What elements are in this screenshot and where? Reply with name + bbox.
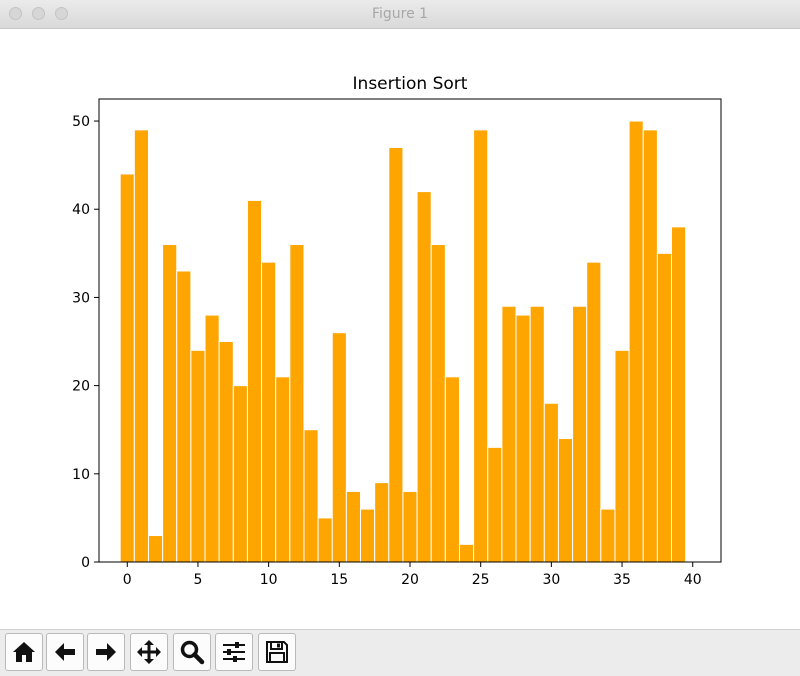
navigation-toolbar xyxy=(0,629,800,676)
forward-arrow-icon xyxy=(96,643,116,661)
bar xyxy=(204,314,220,563)
bar xyxy=(402,490,418,563)
pan-move-icon xyxy=(137,640,161,664)
y-tick-label: 50 xyxy=(72,114,90,130)
bar xyxy=(176,270,192,563)
back-button[interactable] xyxy=(46,633,84,671)
bar-series xyxy=(119,120,687,563)
y-tick-label: 0 xyxy=(81,555,90,571)
x-axis: 0 5 10 15 20 25 30 35 40 xyxy=(123,562,702,588)
bar xyxy=(557,438,574,563)
bar xyxy=(133,129,149,563)
bar xyxy=(232,385,248,563)
close-window-button[interactable] xyxy=(9,7,22,20)
bar xyxy=(444,376,460,563)
x-tick-label: 5 xyxy=(193,572,202,588)
bar xyxy=(246,199,263,563)
bar xyxy=(600,508,616,563)
bar xyxy=(374,482,390,563)
pan-button[interactable] xyxy=(130,633,168,671)
bar xyxy=(430,244,446,563)
y-axis: 0 10 20 30 40 50 xyxy=(72,114,99,571)
zoom-button[interactable] xyxy=(173,633,211,671)
x-tick-label: 15 xyxy=(330,572,348,588)
zoom-window-button[interactable] xyxy=(55,7,68,20)
zoom-magnifier-icon xyxy=(180,640,205,665)
figure-canvas: Insertion Sort 0 5 10 15 20 25 30 35 40 0 10 20 30 4… xyxy=(0,29,800,629)
bar xyxy=(162,244,178,563)
save-button[interactable] xyxy=(258,633,296,671)
configure-subplots-button[interactable] xyxy=(215,633,253,671)
bar xyxy=(218,341,234,563)
x-tick-label: 40 xyxy=(684,572,702,588)
home-icon xyxy=(13,642,35,662)
configure-subplots-icon xyxy=(223,642,245,662)
x-tick-label: 35 xyxy=(613,572,631,588)
bar xyxy=(458,543,475,563)
bar xyxy=(642,129,658,563)
bar xyxy=(331,332,347,563)
bar xyxy=(515,314,531,563)
window-titlebar: Figure 1 xyxy=(0,0,800,29)
bar xyxy=(501,305,517,563)
bar xyxy=(303,429,319,563)
x-tick-label: 0 xyxy=(123,572,132,588)
x-tick-label: 30 xyxy=(542,572,560,588)
bar-chart: Insertion Sort 0 5 10 15 20 25 30 35 40 0 10 20 30 4… xyxy=(72,74,722,588)
bar xyxy=(671,226,687,563)
forward-button[interactable] xyxy=(87,633,125,671)
back-arrow-icon xyxy=(55,643,75,661)
bar xyxy=(416,191,432,563)
bar xyxy=(656,252,673,563)
bar xyxy=(119,173,135,563)
bar xyxy=(317,517,333,563)
chart-title: Insertion Sort xyxy=(353,74,468,94)
window-title: Figure 1 xyxy=(371,6,429,22)
bar xyxy=(190,349,206,563)
save-disk-icon xyxy=(266,641,288,663)
bar xyxy=(628,120,644,563)
y-tick-label: 20 xyxy=(72,379,90,395)
bar xyxy=(289,244,305,563)
bar xyxy=(529,305,545,563)
y-tick-label: 10 xyxy=(72,467,90,483)
bar xyxy=(275,376,291,563)
home-button[interactable] xyxy=(5,633,43,671)
minimize-window-button[interactable] xyxy=(32,7,45,20)
y-tick-label: 40 xyxy=(72,202,90,218)
x-tick-label: 10 xyxy=(260,572,278,588)
bar xyxy=(586,261,602,563)
bar xyxy=(388,147,404,563)
bar xyxy=(345,490,362,563)
bar xyxy=(543,402,559,563)
bar xyxy=(614,349,630,563)
bar xyxy=(261,261,277,563)
x-tick-label: 20 xyxy=(401,572,419,588)
x-tick-label: 25 xyxy=(472,572,490,588)
bar xyxy=(473,129,489,563)
bar xyxy=(572,305,588,563)
y-tick-label: 30 xyxy=(72,290,90,306)
bar xyxy=(360,508,376,563)
bar xyxy=(147,535,164,563)
bar xyxy=(487,446,503,563)
